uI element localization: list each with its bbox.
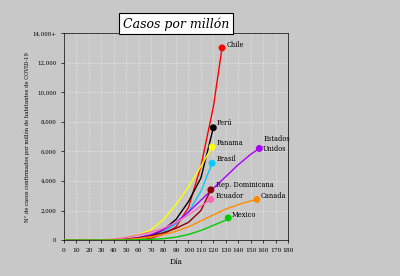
X-axis label: Día: Día bbox=[170, 258, 182, 266]
Text: Estados
Unidos: Estados Unidos bbox=[263, 136, 290, 153]
Point bbox=[209, 145, 215, 149]
Point bbox=[219, 46, 225, 50]
Point bbox=[209, 161, 215, 165]
Text: Perú: Perú bbox=[217, 119, 232, 127]
Point bbox=[254, 197, 260, 202]
Point bbox=[208, 188, 214, 192]
Point bbox=[210, 126, 216, 130]
Text: Ecuador: Ecuador bbox=[216, 192, 244, 200]
Point bbox=[225, 216, 232, 220]
Point bbox=[256, 146, 262, 151]
Text: Canada: Canada bbox=[261, 192, 286, 200]
Text: Rep. Dominicana: Rep. Dominicana bbox=[216, 181, 274, 189]
Point bbox=[208, 197, 214, 202]
Text: Chile: Chile bbox=[227, 41, 244, 49]
Y-axis label: N° de casos confirmados por millón de habitantes de COVID-19: N° de casos confirmados por millón de ha… bbox=[24, 52, 30, 222]
Text: Brasil: Brasil bbox=[217, 155, 237, 163]
Text: Panama: Panama bbox=[217, 139, 244, 147]
Text: Mexico: Mexico bbox=[232, 211, 256, 219]
Title: Casos por millón: Casos por millón bbox=[123, 17, 229, 31]
